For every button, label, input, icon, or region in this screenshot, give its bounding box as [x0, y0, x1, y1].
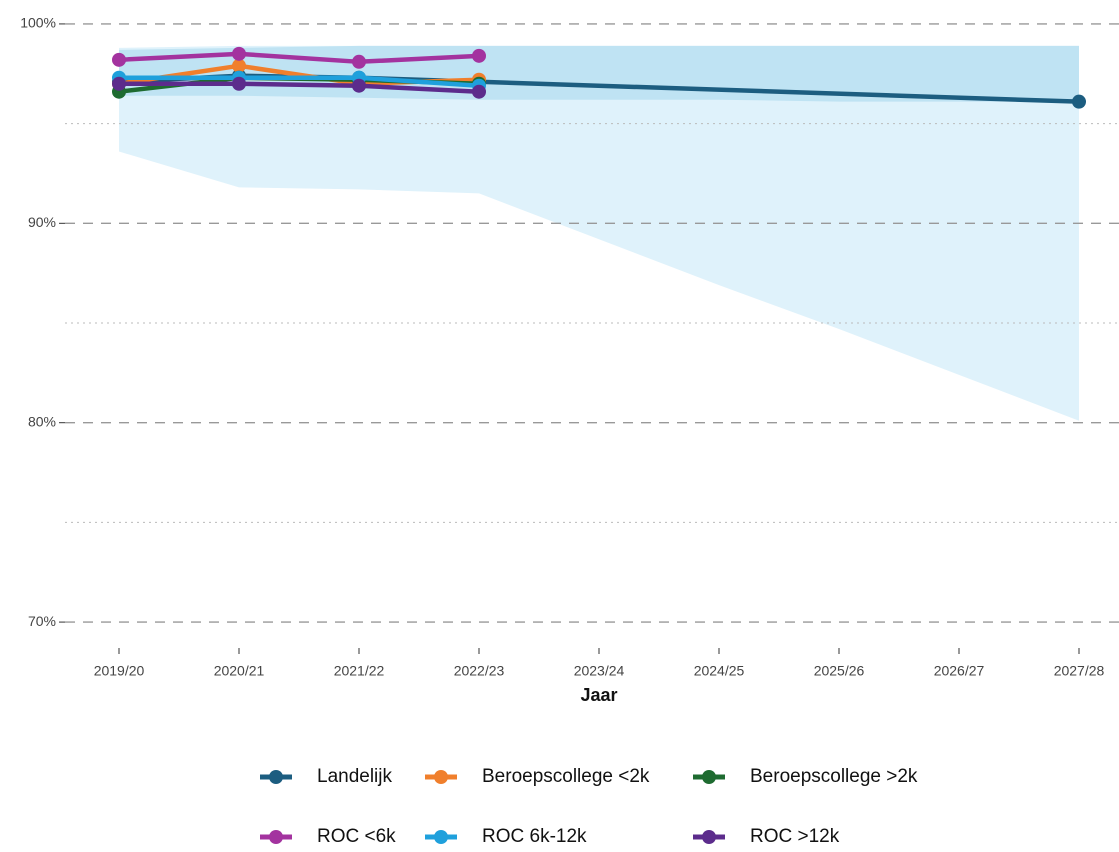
- series-point: [232, 76, 246, 91]
- y-tick-label: 80%: [28, 413, 56, 429]
- series-point: [112, 52, 126, 67]
- legend-label: Beroepscollege <2k: [482, 766, 650, 787]
- legend-swatch-point: [269, 830, 283, 844]
- series-line: [119, 81, 480, 94]
- legend-swatch-point: [434, 830, 448, 844]
- series-point: [232, 46, 246, 61]
- x-axis-label: Jaar: [580, 685, 617, 705]
- x-tick-label: 2020/21: [214, 663, 265, 679]
- legend-label: Beroepscollege >2k: [750, 766, 918, 787]
- series-point: [1072, 94, 1086, 109]
- series-line: [118, 51, 480, 65]
- legend-swatch-point: [434, 770, 448, 784]
- x-tick-label: 2023/24: [574, 663, 625, 679]
- legend-swatch-point: [269, 770, 283, 784]
- x-tick-label: 2025/26: [814, 663, 865, 679]
- x-tick-label: 2022/23: [454, 663, 505, 679]
- y-tick-label: 90%: [28, 214, 56, 230]
- series-line: [119, 75, 480, 88]
- series-point: [352, 54, 366, 69]
- x-tick-label: 2019/20: [94, 663, 145, 679]
- y-tick-label: 70%: [28, 613, 56, 629]
- x-tick-label: 2024/25: [694, 663, 745, 679]
- series-point: [112, 76, 126, 91]
- series-point: [472, 48, 486, 63]
- legend-label: ROC 6k-12k: [482, 826, 587, 847]
- series-point: [472, 84, 486, 99]
- legend-swatch-point: [702, 770, 716, 784]
- series-point: [232, 58, 246, 73]
- x-tick-label: 2027/28: [1054, 663, 1105, 679]
- series-point: [352, 78, 366, 93]
- x-tick-label: 2021/22: [334, 663, 385, 679]
- y-tick-label: 100%: [20, 15, 56, 31]
- x-tick-label: 2026/27: [934, 663, 985, 679]
- legend-swatch-point: [702, 830, 716, 844]
- legend-label: ROC <6k: [317, 826, 396, 847]
- legend-label: ROC >12k: [750, 826, 840, 847]
- band: [119, 45, 1079, 421]
- legend-label: Landelijk: [317, 766, 392, 787]
